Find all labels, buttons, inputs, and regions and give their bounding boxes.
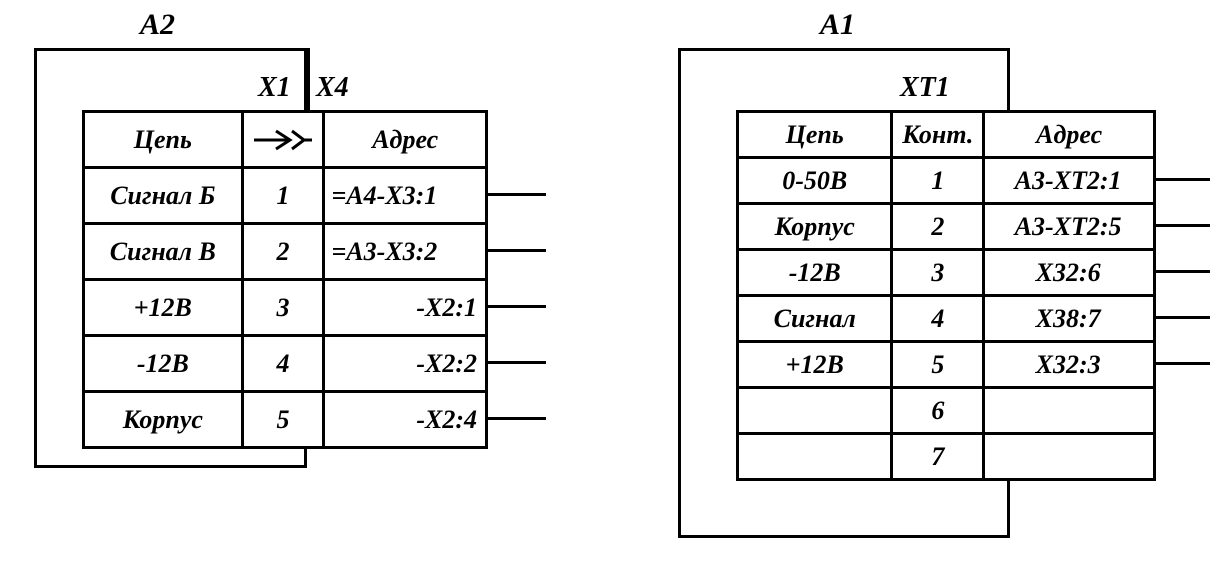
table-row: Корпус5-X2:4	[84, 392, 487, 448]
cell-pin: 6	[892, 388, 984, 434]
connector-label-xt1: XT1	[900, 72, 950, 104]
block-label-a2: A2	[140, 8, 175, 42]
cell-pin: 5	[242, 392, 324, 448]
table-row: -12В4-X2:2	[84, 336, 487, 392]
connector-label-x4: X4	[316, 72, 349, 104]
cell-pin: 5	[892, 342, 984, 388]
cell-pin: 2	[242, 224, 324, 280]
cell-address: -X2:1	[324, 280, 487, 336]
table-row: Корпус2A3-XT2:5	[738, 204, 1155, 250]
table-row: Сигнал В2=A3-X3:2	[84, 224, 487, 280]
cell-pin: 3	[892, 250, 984, 296]
cell-circuit: -12В	[84, 336, 243, 392]
wire	[1156, 178, 1210, 181]
cell-address: X38:7	[984, 296, 1155, 342]
cell-circuit: +12В	[738, 342, 892, 388]
wire	[1156, 316, 1210, 319]
table-row: +12В5X32:3	[738, 342, 1155, 388]
cell-pin: 4	[242, 336, 324, 392]
table-row: Сигнал Б1=A4-X3:1	[84, 168, 487, 224]
table-row: -12В3X32:6	[738, 250, 1155, 296]
col-circuit: Цепь	[84, 112, 243, 168]
cell-circuit: Сигнал В	[84, 224, 243, 280]
wire	[488, 361, 546, 364]
cell-circuit: Сигнал	[738, 296, 892, 342]
cell-pin: 3	[242, 280, 324, 336]
cell-address: =A3-X3:2	[324, 224, 487, 280]
wire	[488, 193, 546, 196]
cell-pin: 4	[892, 296, 984, 342]
cell-circuit	[738, 388, 892, 434]
col-pin-arrow	[242, 112, 324, 168]
cell-address: -X2:4	[324, 392, 487, 448]
table-row: 7	[738, 434, 1155, 480]
arrow-icon	[252, 128, 314, 152]
wire	[1156, 362, 1210, 365]
wire	[1156, 270, 1210, 273]
cell-address: -X2:2	[324, 336, 487, 392]
cell-address: X32:6	[984, 250, 1155, 296]
table-row: +12В3-X2:1	[84, 280, 487, 336]
cell-circuit: 0-50В	[738, 158, 892, 204]
connector-split-line	[307, 48, 310, 110]
wire	[488, 305, 546, 308]
col-address: Адрес	[324, 112, 487, 168]
wire	[1156, 224, 1210, 227]
cell-circuit: +12В	[84, 280, 243, 336]
cell-pin: 1	[892, 158, 984, 204]
cell-circuit: Корпус	[738, 204, 892, 250]
wire	[488, 249, 546, 252]
col-circuit: Цепь	[738, 112, 892, 158]
table-header-row: Цепь Адрес	[84, 112, 487, 168]
cell-circuit: Корпус	[84, 392, 243, 448]
cell-address: A3-XT2:5	[984, 204, 1155, 250]
cell-pin: 1	[242, 168, 324, 224]
cell-pin: 7	[892, 434, 984, 480]
col-contact: Конт.	[892, 112, 984, 158]
cell-circuit	[738, 434, 892, 480]
cell-address: A3-XT2:1	[984, 158, 1155, 204]
col-address: Адрес	[984, 112, 1155, 158]
connector-label-x1: X1	[258, 72, 291, 104]
cell-address: X32:3	[984, 342, 1155, 388]
table-row: 6	[738, 388, 1155, 434]
cell-circuit: -12В	[738, 250, 892, 296]
table-row: 0-50В1A3-XT2:1	[738, 158, 1155, 204]
cell-pin: 2	[892, 204, 984, 250]
connector-table-a2: Цепь Адрес Сигнал Б1=A4-X3:1Сигнал В2=A3…	[82, 110, 488, 449]
cell-circuit: Сигнал Б	[84, 168, 243, 224]
table-header-row: Цепь Конт. Адрес	[738, 112, 1155, 158]
cell-address: =A4-X3:1	[324, 168, 487, 224]
table-row: Сигнал4X38:7	[738, 296, 1155, 342]
cell-address	[984, 388, 1155, 434]
connector-table-a1: Цепь Конт. Адрес 0-50В1A3-XT2:1Корпус2A3…	[736, 110, 1156, 481]
wire	[488, 417, 546, 420]
block-label-a1: A1	[820, 8, 855, 42]
cell-address	[984, 434, 1155, 480]
